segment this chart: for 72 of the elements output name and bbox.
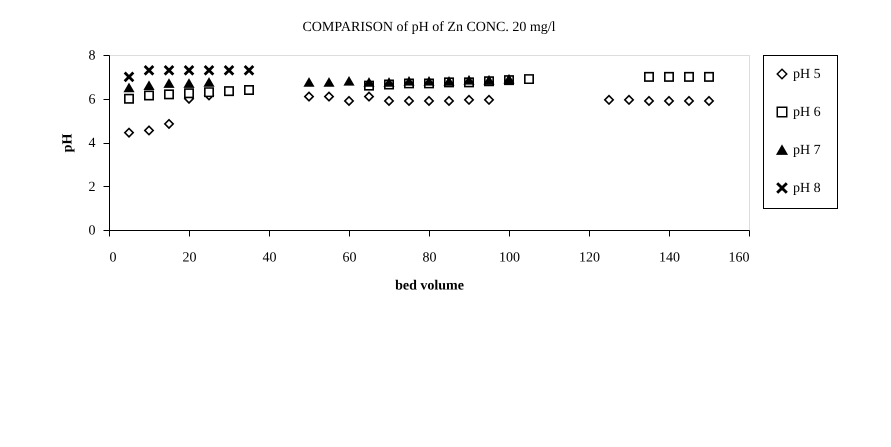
y-tick-label: 6 (88, 92, 96, 108)
point (604, 94, 614, 105)
point (144, 125, 154, 136)
point (304, 78, 314, 87)
point (124, 128, 134, 138)
point (124, 72, 134, 82)
point (484, 94, 494, 105)
point (184, 88, 194, 98)
x-tick-label: 120 (579, 250, 600, 266)
y-tick-label: 4 (88, 136, 96, 151)
point (364, 78, 374, 87)
point (384, 78, 394, 87)
point (204, 78, 214, 87)
point (224, 86, 234, 96)
point (404, 76, 414, 86)
point (424, 76, 434, 86)
chart-title: COMPARISON of pH of Zn CONC. 20 mg/l (302, 20, 556, 35)
y-tick-label: 0 (88, 224, 96, 238)
y-axis-title: pH (60, 134, 76, 152)
y-tick-label: 8 (88, 48, 96, 64)
point (324, 92, 334, 102)
point (184, 65, 194, 76)
x-tick-label: 100 (499, 250, 520, 266)
point (164, 118, 174, 129)
point (664, 72, 674, 82)
point (304, 92, 314, 102)
point (464, 94, 474, 105)
point (664, 96, 674, 106)
x-axis-title: bed volume (395, 278, 464, 294)
x-tick-label: 0 (110, 250, 116, 266)
point (524, 74, 534, 84)
legend-label: pH 7 (793, 143, 821, 158)
legend-label: pH 8 (793, 181, 821, 196)
x-tick-label: 80 (422, 250, 436, 266)
point (144, 81, 154, 90)
x-tick-label: 140 (659, 250, 680, 266)
point (444, 96, 454, 106)
point (184, 79, 194, 88)
point (344, 76, 354, 86)
point (164, 79, 174, 88)
point (224, 65, 234, 76)
point (644, 96, 654, 106)
point (704, 72, 714, 82)
x-tick-label: 160 (728, 250, 750, 266)
point (684, 96, 694, 106)
point (244, 85, 254, 95)
point (684, 72, 694, 82)
x-tick-label: 20 (182, 250, 196, 266)
point (124, 83, 134, 92)
point (204, 65, 214, 76)
x-tick-label: 40 (262, 250, 276, 266)
legend-label: pH 6 (793, 105, 821, 120)
point (244, 65, 254, 76)
y-tick-label: 2 (88, 180, 96, 195)
point (704, 96, 714, 106)
point (164, 65, 174, 76)
point (204, 87, 214, 98)
point (344, 96, 354, 106)
point (364, 92, 374, 102)
point (144, 65, 154, 76)
point (644, 72, 654, 82)
point (424, 96, 434, 106)
point (624, 94, 634, 105)
point (464, 76, 474, 85)
point (144, 90, 154, 100)
legend-label: pH 5 (793, 67, 821, 82)
point (124, 94, 134, 104)
point (384, 96, 394, 106)
point (164, 89, 174, 100)
point (324, 78, 334, 87)
point (404, 96, 414, 106)
x-tick-label: 60 (342, 250, 356, 266)
